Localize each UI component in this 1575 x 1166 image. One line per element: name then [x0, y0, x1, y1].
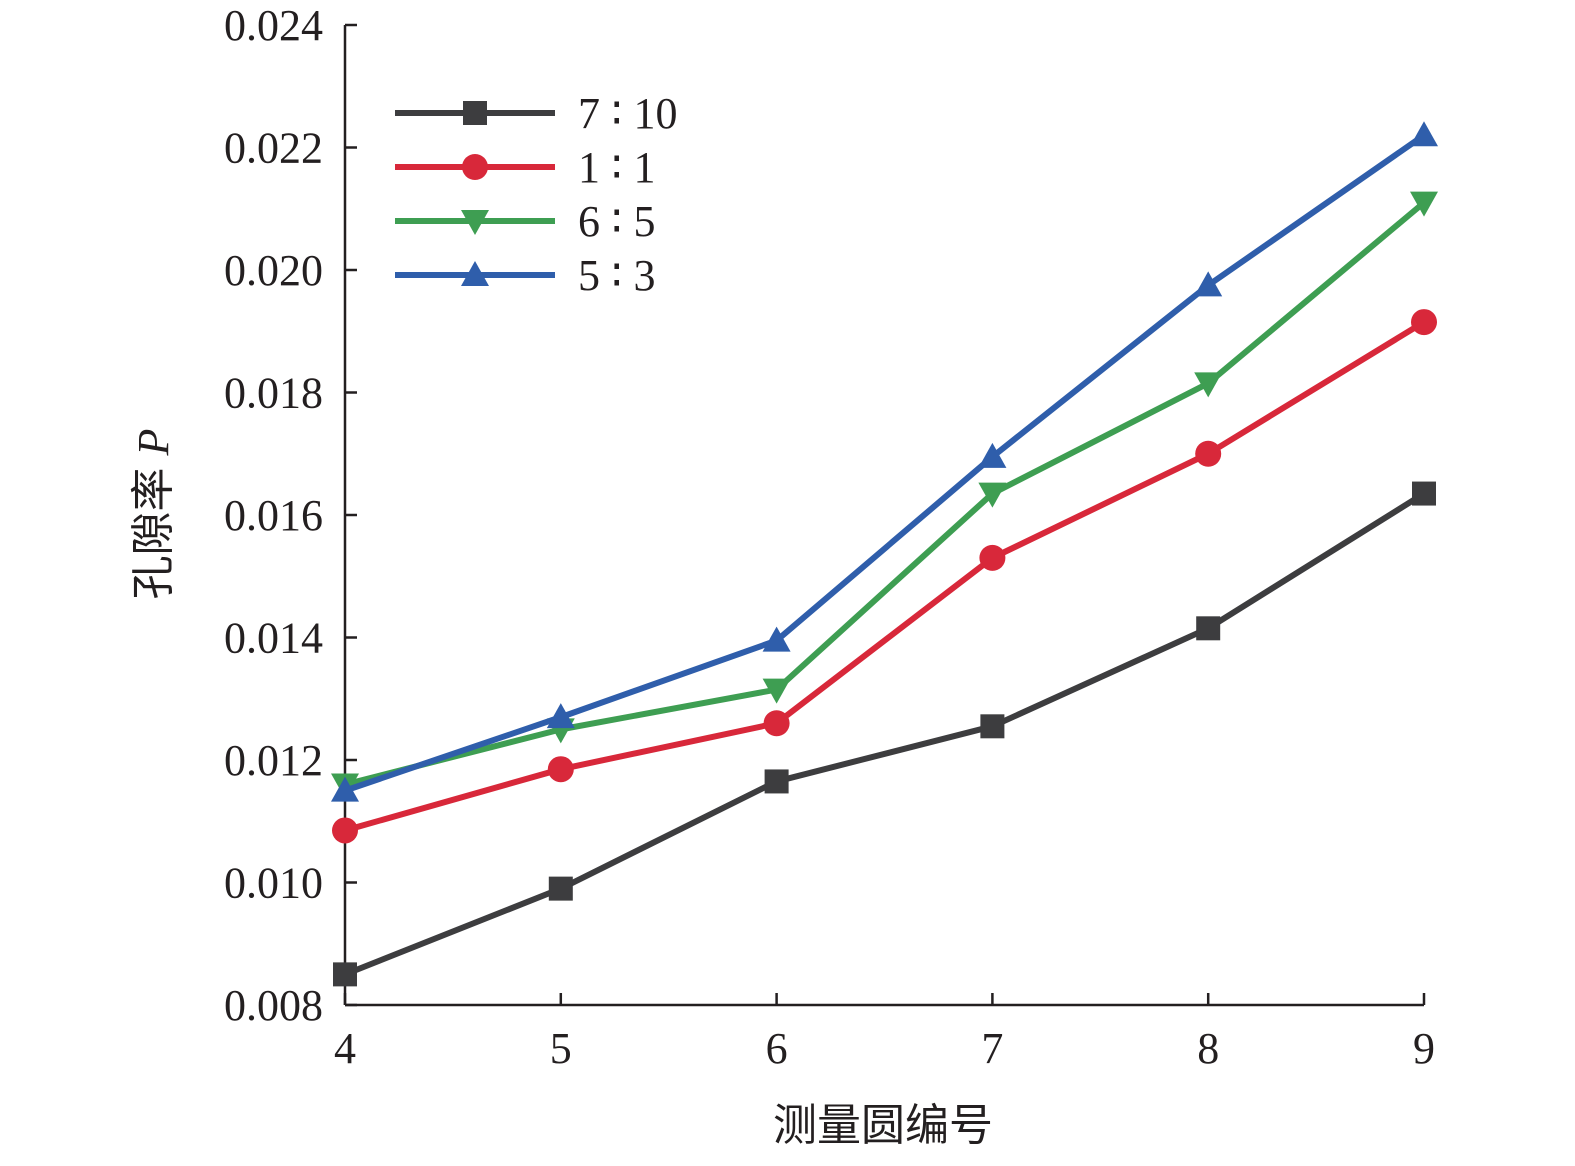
data-point — [979, 544, 1006, 571]
x-tick-label: 5 — [550, 1024, 572, 1073]
legend-item: 6 ∶ 5 — [395, 197, 655, 246]
data-point — [331, 776, 359, 802]
data-point — [332, 817, 358, 844]
x-tick-label: 8 — [1197, 1024, 1219, 1073]
legend-label: 1 ∶ 1 — [578, 143, 655, 192]
data-point — [762, 626, 791, 652]
data-point — [763, 710, 790, 737]
data-point — [764, 769, 789, 794]
legend-item: 7 ∶ 10 — [395, 89, 677, 138]
axes — [343, 25, 1424, 1007]
y-tick-label: 0.018 — [224, 369, 323, 418]
legend-swatch-marker — [461, 210, 489, 235]
data-point — [1412, 481, 1436, 506]
data-point — [978, 482, 1007, 508]
legend-swatch-marker — [463, 101, 487, 125]
y-tick-label: 0.010 — [224, 859, 323, 908]
series-line — [344, 132, 1426, 794]
x-tick-label: 6 — [766, 1024, 788, 1073]
legend: 7 ∶ 10 1 ∶ 1 6 ∶ 5 5 ∶ 3 — [395, 89, 677, 300]
data-point — [978, 442, 1007, 468]
data-point — [1196, 616, 1221, 641]
legend-label: 5 ∶ 3 — [578, 251, 655, 300]
y-tick-label: 0.008 — [224, 981, 323, 1030]
y-tick-label: 0.016 — [224, 491, 323, 540]
data-point — [1195, 440, 1222, 467]
data-point — [1410, 121, 1438, 147]
y-tick-label: 0.012 — [224, 736, 323, 785]
x-tick-label: 4 — [334, 1024, 356, 1073]
series-line — [344, 200, 1426, 788]
data-point — [1194, 271, 1223, 297]
data-point — [333, 962, 357, 987]
legend-label: 6 ∶ 5 — [578, 197, 655, 246]
data-point — [1410, 191, 1438, 217]
y-tick-label: 0.022 — [224, 124, 323, 173]
series-line — [344, 319, 1426, 834]
series-group — [333, 481, 1436, 987]
y-tick-label: 0.020 — [224, 246, 323, 295]
data-point — [547, 756, 574, 783]
legend-swatch-marker — [462, 154, 488, 180]
series-group — [331, 121, 1438, 802]
data-point — [546, 703, 575, 729]
data-point — [548, 876, 573, 901]
data-point — [980, 714, 1005, 739]
y-axis-title-symbol: P — [129, 429, 178, 457]
series-line — [343, 491, 1426, 978]
legend-item: 5 ∶ 3 — [395, 251, 655, 300]
x-tick-label: 9 — [1413, 1024, 1435, 1073]
series-group — [331, 191, 1438, 799]
series-group — [332, 309, 1437, 844]
data-point — [762, 678, 791, 704]
data-point — [1194, 372, 1223, 398]
y-axis-title: 孔隙率 P — [129, 429, 178, 600]
data-point — [1411, 309, 1437, 336]
legend-item: 1 ∶ 1 — [395, 143, 655, 192]
x-tick-label: 7 — [981, 1024, 1003, 1073]
x-axis-title: 测量圆编号 — [773, 1101, 993, 1150]
legend-label: 7 ∶ 10 — [578, 89, 677, 138]
y-axis-title-text: 孔隙率 — [129, 467, 178, 599]
legend-swatch-marker — [461, 261, 489, 286]
y-tick-label: 0.024 — [224, 1, 323, 50]
series — [331, 121, 1438, 987]
ticks: 0.008 0.010 0.012 0.014 0.016 0.018 0.020 0.022… — [224, 1, 1435, 1073]
y-tick-label: 0.014 — [224, 614, 323, 663]
